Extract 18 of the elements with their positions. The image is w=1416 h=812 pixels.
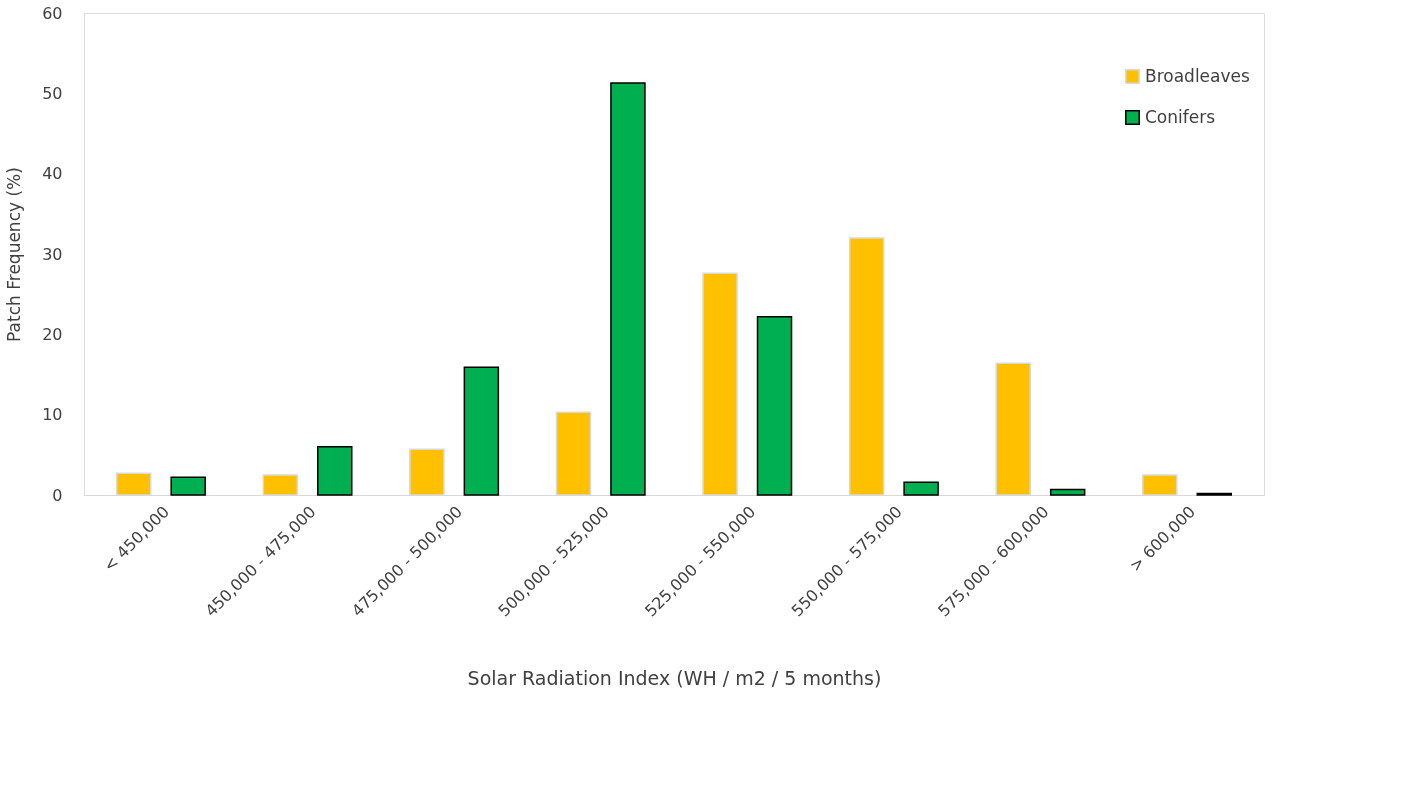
bar — [170, 476, 206, 496]
bar — [1049, 488, 1086, 496]
bar — [317, 446, 353, 496]
y-tick-label: 20 — [42, 324, 63, 344]
y-tick-label: 30 — [42, 244, 63, 264]
legend-label: Broadleaves — [1145, 65, 1251, 86]
y-tick-label: 10 — [42, 405, 63, 425]
x-axis-title: Solar Radiation Index (WH / m2 / 5 months) — [467, 666, 882, 689]
y-tick-label: 50 — [42, 83, 63, 103]
y-tick-label: 60 — [42, 3, 63, 23]
y-tick-label: 40 — [42, 164, 63, 184]
bar — [463, 366, 500, 496]
y-axis-title: Patch Frequency (%) — [4, 167, 25, 342]
bar — [610, 82, 646, 496]
bar — [756, 315, 793, 496]
bar — [903, 481, 939, 496]
legend-label: Conifers — [1145, 106, 1216, 127]
y-tick-label: 0 — [52, 485, 63, 505]
